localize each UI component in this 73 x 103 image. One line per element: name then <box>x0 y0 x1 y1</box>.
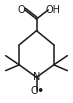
Text: •: • <box>36 85 44 98</box>
Text: O: O <box>30 87 38 97</box>
Text: OH: OH <box>45 5 60 15</box>
Text: O: O <box>18 5 25 15</box>
Text: N: N <box>33 72 40 82</box>
